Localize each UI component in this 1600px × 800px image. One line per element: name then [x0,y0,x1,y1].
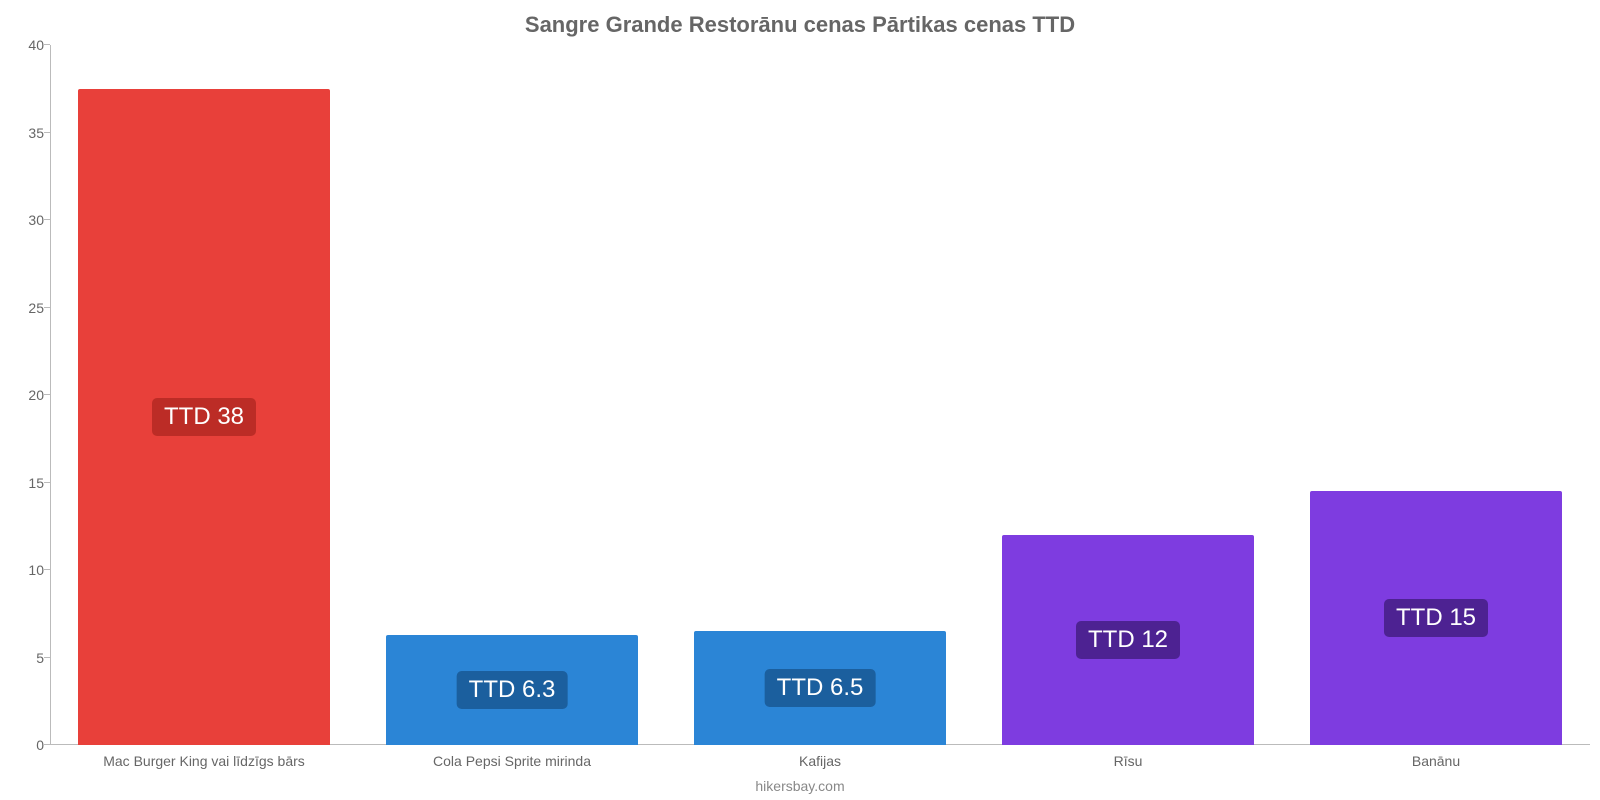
attribution-text: hikersbay.com [0,778,1600,794]
chart-plot-area: TTD 38Mac Burger King vai līdzīgs bārsTT… [50,45,1590,745]
y-axis-tick [44,744,50,745]
y-axis-tick [44,482,50,483]
y-axis-tick-label: 30 [28,212,50,228]
y-axis-tick-label: 35 [28,125,50,141]
x-axis-category-label: Cola Pepsi Sprite mirinda [358,745,666,769]
y-axis-tick [44,569,50,570]
bar-value-badge: TTD 15 [1384,599,1488,637]
chart-title: Sangre Grande Restorānu cenas Pārtikas c… [0,0,1600,38]
y-axis-tick [44,307,50,308]
x-axis-category-label: Banānu [1282,745,1590,769]
y-axis-tick [44,394,50,395]
bar-slot: TTD 15Banānu [1282,45,1590,745]
bar-slot: TTD 6.5Kafijas [666,45,974,745]
x-axis-category-label: Kafijas [666,745,974,769]
y-axis-tick-label: 15 [28,475,50,491]
bar-value-badge: TTD 6.5 [765,669,876,707]
bar-slot: TTD 12Rīsu [974,45,1282,745]
bar-value-badge: TTD 12 [1076,621,1180,659]
bar-value-badge: TTD 38 [152,398,256,436]
y-axis-tick-label: 10 [28,562,50,578]
x-axis-category-label: Mac Burger King vai līdzīgs bārs [50,745,358,769]
bar-value-badge: TTD 6.3 [457,671,568,709]
x-axis-category-label: Rīsu [974,745,1282,769]
y-axis-tick [44,657,50,658]
y-axis-tick-label: 20 [28,387,50,403]
y-axis-tick-label: 40 [28,37,50,53]
y-axis-tick-label: 5 [36,650,50,666]
bars-container: TTD 38Mac Burger King vai līdzīgs bārsTT… [50,45,1590,745]
y-axis-tick [44,44,50,45]
y-axis-tick [44,219,50,220]
bar-slot: TTD 38Mac Burger King vai līdzīgs bārs [50,45,358,745]
bar-slot: TTD 6.3Cola Pepsi Sprite mirinda [358,45,666,745]
y-axis-tick [44,132,50,133]
y-axis-tick-label: 0 [36,737,50,753]
y-axis-tick-label: 25 [28,300,50,316]
